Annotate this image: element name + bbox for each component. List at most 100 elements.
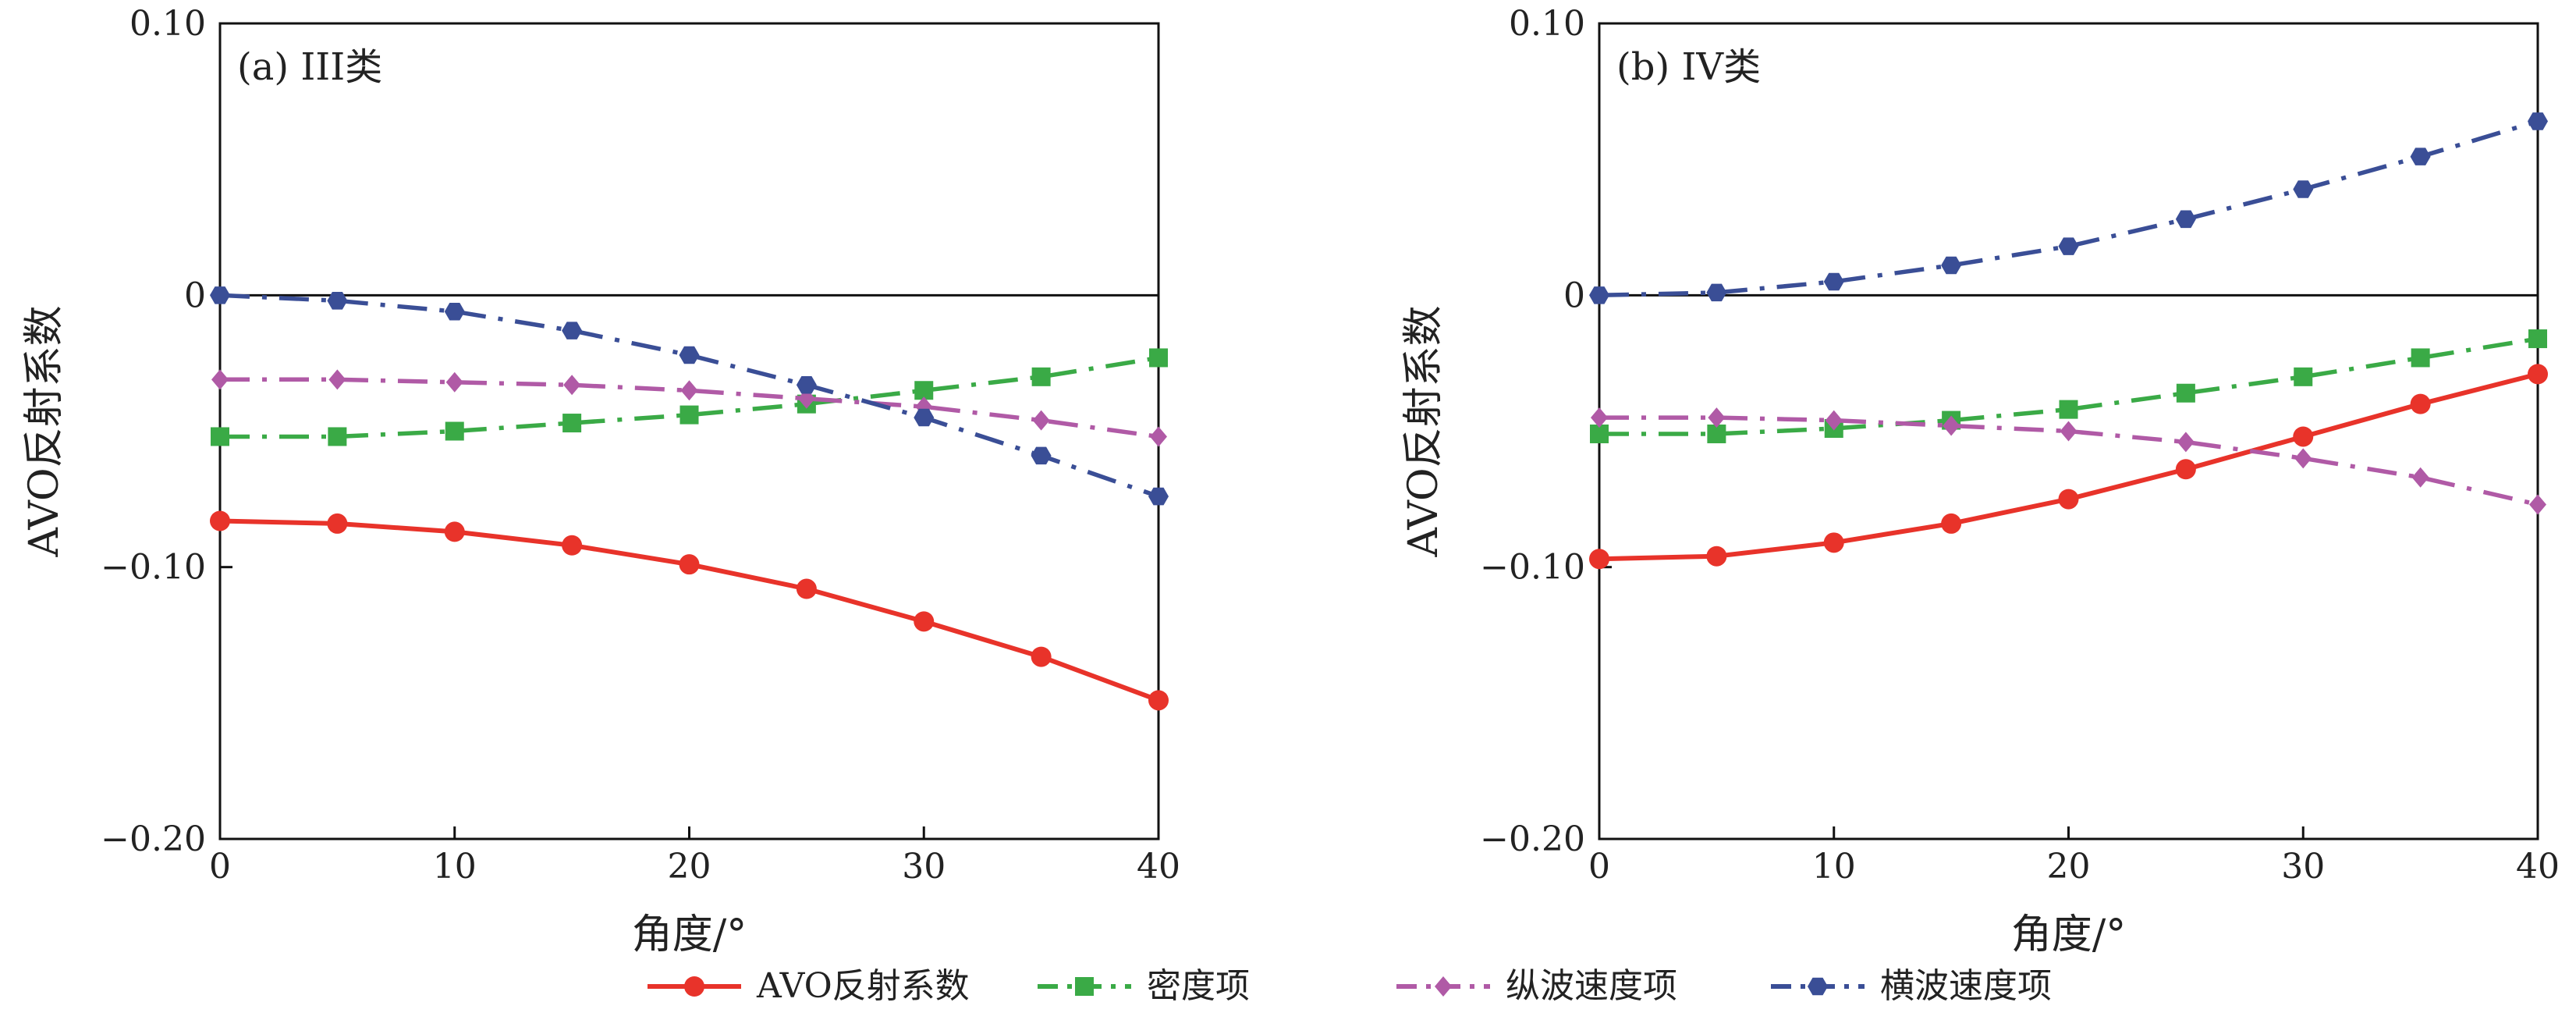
data-point — [2529, 494, 2546, 515]
series-line — [1599, 415, 2539, 507]
data-point — [914, 611, 935, 632]
data-point — [210, 286, 230, 304]
y-axis-label: AVO反射系数 — [1400, 305, 1447, 557]
data-point — [1591, 407, 1608, 428]
chart-panel-1: 0 10 20 30 40 0.10 0 −0.10 −0.20 角度/° AVO反射系数 (a) I… — [21, 4, 1180, 958]
data-point — [2058, 489, 2079, 510]
data-point — [1708, 407, 1726, 428]
data-point — [1823, 272, 1844, 291]
data-point — [2293, 180, 2314, 198]
data-point — [562, 414, 582, 433]
data-point — [562, 535, 583, 556]
data-point — [2175, 459, 2196, 480]
y-tick-label: −0.10 — [1480, 548, 1585, 588]
data-point — [445, 371, 463, 393]
series-4 — [210, 286, 1169, 506]
series-line — [219, 518, 1160, 703]
data-point — [796, 376, 817, 394]
data-point — [1589, 286, 1609, 304]
y-tick-label: −0.10 — [101, 548, 206, 588]
data-point — [2177, 432, 2195, 453]
data-point — [1943, 415, 1960, 436]
y-tick-label: 0 — [184, 275, 206, 315]
data-point — [679, 405, 699, 425]
data-point — [563, 375, 581, 396]
data-point — [2411, 348, 2430, 368]
data-point — [2410, 393, 2431, 414]
data-point — [328, 427, 347, 446]
data-point — [210, 510, 230, 531]
panel-label: (b) IV类 — [1616, 45, 1761, 89]
x-tick-label: 10 — [433, 847, 477, 887]
data-point — [444, 303, 465, 321]
data-point — [1031, 367, 1051, 386]
y-tick-label: −0.20 — [1480, 819, 1585, 859]
data-point — [2411, 467, 2429, 488]
data-point — [2528, 329, 2547, 349]
series-3 — [1591, 407, 2546, 515]
data-point — [1706, 283, 1727, 302]
y-axis-label: AVO反射系数 — [21, 305, 68, 557]
series-1 — [1589, 364, 2548, 570]
legend-label: 密度项 — [1147, 966, 1250, 1006]
x-tick-label: 40 — [2516, 847, 2560, 887]
plot-frame — [218, 22, 1160, 841]
data-point — [914, 408, 935, 427]
x-tick-label: 20 — [2047, 847, 2091, 887]
x-tick-label: 20 — [668, 847, 711, 887]
legend-label: 纵波速度项 — [1506, 966, 1677, 1006]
data-point — [2294, 448, 2312, 469]
data-point — [680, 380, 698, 401]
data-point — [679, 346, 700, 364]
data-point — [1150, 426, 1167, 447]
y-tick-label: 0.10 — [1509, 4, 1585, 44]
data-point — [2410, 147, 2431, 165]
x-axis-label: 角度/° — [632, 912, 747, 958]
data-point — [328, 369, 346, 390]
x-tick-label: 10 — [1812, 847, 1856, 887]
legend-label: 横波速度项 — [1880, 966, 2052, 1006]
legend-marker — [684, 976, 704, 997]
data-point — [1823, 532, 1844, 553]
data-point — [327, 513, 348, 534]
series-line — [220, 355, 1159, 439]
data-point — [2294, 367, 2313, 386]
data-point — [2176, 383, 2195, 403]
data-point — [562, 322, 583, 339]
legend-label: AVO反射系数 — [756, 966, 970, 1006]
data-point — [1148, 487, 1169, 506]
legend-item: AVO反射系数 — [648, 966, 970, 1006]
data-point — [2059, 400, 2078, 419]
data-point — [2060, 421, 2077, 442]
x-tick-label: 30 — [902, 847, 946, 887]
data-point — [679, 554, 700, 575]
series-4 — [1589, 112, 2548, 304]
series-line — [1599, 336, 2539, 436]
y-tick-label: 0 — [1563, 275, 1585, 315]
data-point — [2528, 112, 2548, 130]
y-tick-label: −0.20 — [101, 819, 206, 859]
data-point — [1589, 549, 1609, 570]
data-point — [1148, 690, 1169, 711]
data-point — [1825, 410, 1843, 431]
data-point — [211, 369, 229, 390]
data-point — [1706, 546, 1727, 567]
data-point — [1149, 348, 1168, 368]
data-point — [2528, 364, 2548, 385]
x-tick-label: 40 — [1137, 847, 1180, 887]
y-tick-label: 0.10 — [130, 4, 206, 44]
data-point — [1031, 446, 1052, 465]
legend: AVO反射系数 密度项 纵波速度项 横波速度项 — [648, 966, 2052, 1006]
legend-item: 横波速度项 — [1771, 966, 2052, 1006]
series-3 — [211, 369, 1167, 447]
legend-marker — [1808, 977, 1828, 996]
data-point — [444, 521, 465, 542]
data-point — [211, 427, 229, 446]
series-line — [219, 293, 1159, 499]
legend-marker — [1075, 977, 1094, 996]
legend-item: 密度项 — [1038, 966, 1250, 1006]
x-axis-label: 角度/° — [2011, 912, 2127, 958]
series-line — [220, 377, 1159, 439]
panel-label: (a) III类 — [237, 45, 382, 89]
